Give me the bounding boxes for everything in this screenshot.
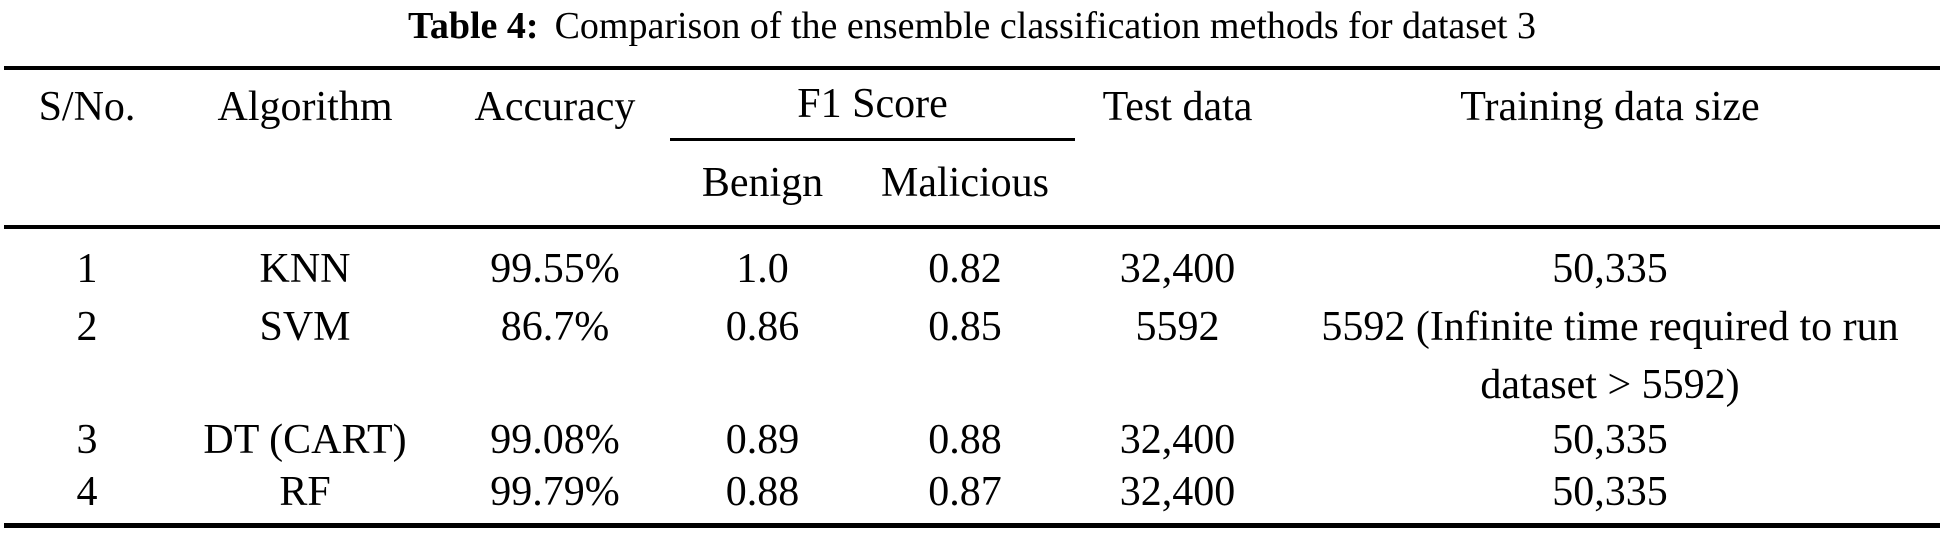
cell-training-data-size: 5592 (Infinite time required to run data… (1280, 298, 1940, 414)
cell-test-data: 32,400 (1119, 246, 1236, 292)
table-caption-label: Table 4: (408, 5, 539, 47)
training-value: 50,335 (1552, 246, 1668, 292)
cell-training-data-size: 50,335 (1280, 466, 1940, 526)
cell-f1-malicious: 0.82 (928, 246, 1002, 292)
table-caption: Table 4: Comparison of the ensemble class… (0, 0, 1944, 50)
cell-accuracy: 99.55% (490, 246, 620, 292)
table-row-rf: 4 RF 99.79% 0.88 0.87 32,400 50,335 (4, 466, 1940, 526)
training-value: 5592 (Infinite time required to run data… (1321, 304, 1899, 408)
cell-sno: 3 (76, 417, 98, 463)
col-header-malicious: Malicious (855, 139, 1075, 229)
col-header-sno: S/No. (4, 68, 170, 229)
cell-f1-benign: 1.0 (736, 246, 789, 292)
cell-test-data: 32,400 (1119, 417, 1236, 463)
cell-sno: 2 (76, 304, 98, 350)
cell-f1-benign: 0.88 (725, 469, 800, 515)
cell-sno: 4 (76, 469, 98, 515)
col-header-training-data-size: Training data size (1280, 68, 1940, 229)
table-header: S/No. Algorithm Accuracy F1 Score Test d… (4, 68, 1940, 229)
cell-test-data: 5592 (1135, 304, 1220, 350)
cell-sno: 1 (76, 246, 98, 292)
header-row-main: S/No. Algorithm Accuracy F1 Score Test d… (4, 68, 1940, 229)
table-row-knn: 1 KNN 99.55% 1.0 0.82 32,400 50,335 (4, 227, 1940, 298)
cell-f1-malicious: 0.87 (928, 469, 1002, 515)
table-row-svm: 2 SVM 86.7% 0.86 0.85 5592 5592 (Infinit… (4, 298, 1940, 414)
cell-accuracy: 86.7% (500, 304, 610, 350)
cell-test-data: 32,400 (1119, 469, 1236, 515)
cell-f1-benign: 0.86 (725, 304, 800, 350)
table-row-dt-cart: 3 DT (CART) 99.08% 0.89 0.88 32,400 50,3… (4, 414, 1940, 466)
training-value: 50,335 (1552, 469, 1668, 515)
col-header-accuracy: Accuracy (440, 68, 670, 229)
cell-accuracy: 99.08% (490, 417, 620, 463)
cell-algorithm: KNN (259, 246, 351, 292)
header-row-sub: Benign Malicious (4, 139, 1940, 229)
cell-training-data-size: 50,335 (1280, 227, 1940, 298)
cell-algorithm: SVM (259, 304, 351, 350)
cell-f1-malicious: 0.88 (928, 417, 1002, 463)
comparison-table: S/No. Algorithm Accuracy F1 Score Test d… (4, 66, 1940, 528)
table-caption-text: Comparison of the ensemble classificatio… (554, 5, 1536, 47)
training-value: 50,335 (1552, 417, 1668, 463)
cell-training-data-size: 50,335 (1280, 414, 1940, 466)
col-header-benign: Benign (670, 139, 855, 229)
cell-algorithm: RF (279, 469, 331, 515)
col-header-algorithm: Algorithm (170, 68, 440, 229)
cell-f1-malicious: 0.85 (928, 304, 1002, 350)
col-header-f1-score: F1 Score (670, 68, 1075, 141)
table-body: 1 KNN 99.55% 1.0 0.82 32,400 50,335 2 SV… (4, 227, 1940, 526)
cell-algorithm: DT (CART) (203, 417, 407, 463)
cell-f1-benign: 0.89 (725, 417, 800, 463)
col-header-test-data: Test data (1075, 68, 1280, 229)
cell-accuracy: 99.79% (490, 469, 620, 515)
